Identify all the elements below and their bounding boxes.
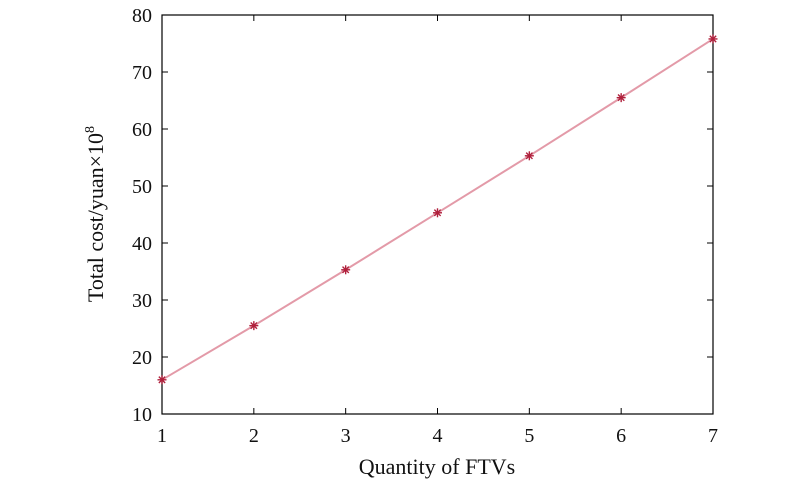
- x-axis-label: Quantity of FTVs: [359, 454, 515, 479]
- data-point: [249, 321, 259, 331]
- data-point: [616, 93, 626, 103]
- x-tick-label: 3: [341, 425, 351, 447]
- x-tick-label: 7: [708, 425, 718, 447]
- y-tick-label: 70: [132, 62, 152, 84]
- y-tick-label: 40: [132, 233, 152, 255]
- data-point: [341, 265, 351, 275]
- data-point: [524, 151, 534, 161]
- x-axis-ticks: 1 2 3 4 5 6 7: [157, 15, 718, 447]
- y-axis-label-text: Total cost/yuan×10: [83, 133, 108, 302]
- data-point: [708, 34, 718, 44]
- y-tick-label: 10: [132, 404, 152, 426]
- x-tick-label: 5: [524, 425, 534, 447]
- series-group: [157, 34, 718, 385]
- x-tick-label: 1: [157, 425, 167, 447]
- x-tick-label: 2: [249, 425, 259, 447]
- y-axis-label-exponent: 8: [83, 126, 98, 133]
- y-tick-label: 60: [132, 119, 152, 141]
- y-tick-label: 30: [132, 290, 152, 312]
- x-tick-label: 6: [616, 425, 626, 447]
- y-tick-label: 20: [132, 347, 152, 369]
- data-point: [433, 208, 442, 218]
- y-axis-label: Total cost/yuan×108: [83, 126, 108, 302]
- x-tick-label: 4: [433, 425, 443, 447]
- data-point: [157, 375, 167, 385]
- y-axis-ticks: 10 20 30 40 50 60 70 80: [132, 5, 713, 426]
- y-tick-label: 80: [132, 5, 152, 27]
- y-tick-label: 50: [132, 176, 152, 198]
